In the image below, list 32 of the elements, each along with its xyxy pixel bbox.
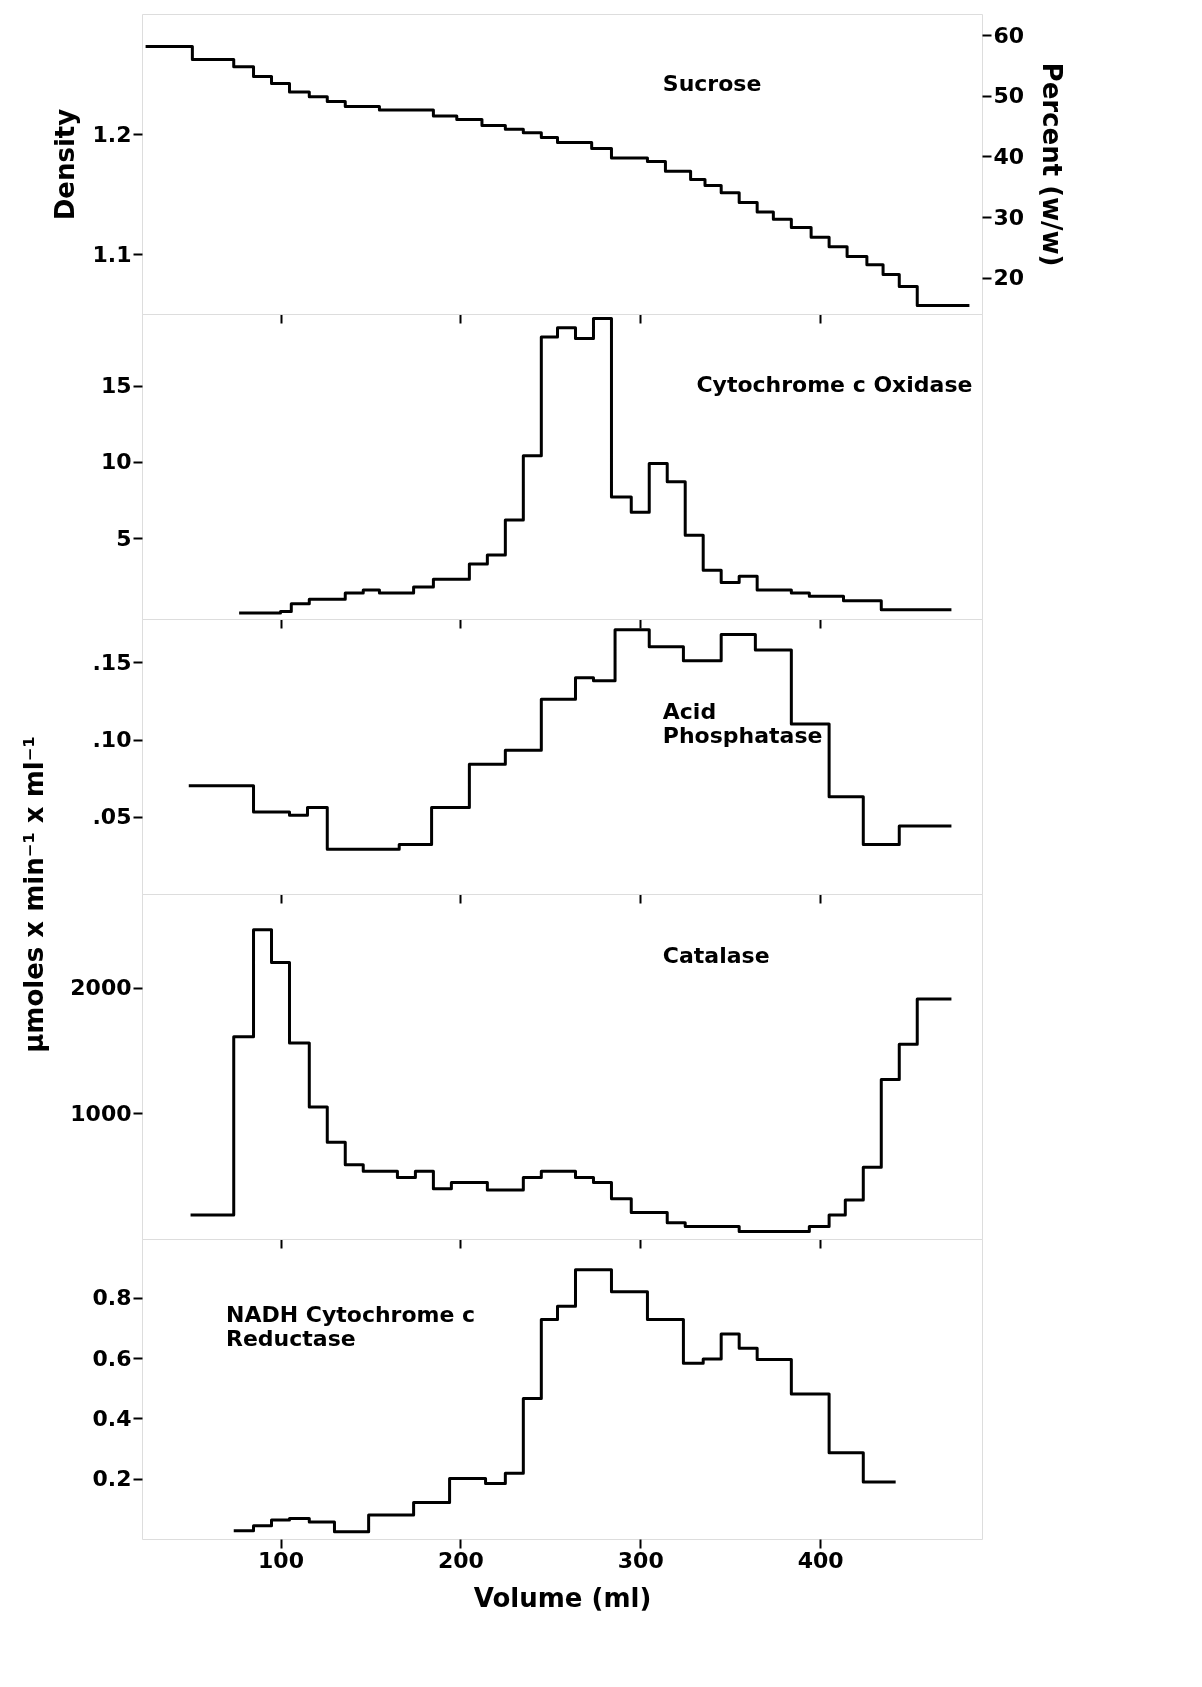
x-axis-title: Volume (ml) — [473, 1582, 652, 1613]
text: Sucrose — [662, 71, 762, 96]
y2-tick-label: 30 — [993, 204, 1025, 230]
y2-tick-label: 20 — [993, 265, 1025, 291]
y-tick-label: .15 — [92, 649, 132, 675]
y-tick-label: 15 — [100, 373, 132, 399]
x-tick-label: 100 — [258, 1547, 304, 1573]
y2-tick-label: 40 — [993, 143, 1025, 169]
y-tick-label: 0.4 — [92, 1405, 132, 1431]
y-axis-title: μmoles x min⁻¹ x ml⁻¹ — [18, 736, 49, 1053]
y2-axis-title: Percent (w/w) — [1037, 62, 1068, 267]
y-tick-label: 1.1 — [92, 241, 132, 267]
x-tick-label: 400 — [797, 1547, 844, 1573]
y-tick-label: 10 — [100, 449, 132, 475]
y-tick-label: .05 — [92, 804, 132, 830]
x-tick-label: 200 — [437, 1547, 484, 1573]
y-tick-label: 2000 — [70, 975, 132, 1001]
text: NADH Cytochrome c Reductase — [226, 1302, 476, 1351]
y-tick-label: 0.6 — [92, 1345, 132, 1371]
y-tick-label: 0.8 — [92, 1285, 132, 1311]
y-tick-label: 1.2 — [92, 121, 132, 147]
y2-tick-label: 50 — [993, 83, 1025, 109]
text: Cytochrome c Oxidase — [696, 372, 973, 397]
y2-tick-label: 60 — [993, 22, 1025, 48]
y-tick-label: .10 — [92, 727, 132, 753]
text: Catalase — [662, 942, 770, 968]
x-tick-label: 300 — [617, 1547, 664, 1573]
y-tick-label: 0.2 — [92, 1466, 132, 1492]
y-axis-title: Density — [49, 108, 80, 221]
y-tick-label: 5 — [116, 525, 132, 551]
series-label: Acid Phosphatase — [662, 698, 823, 748]
y-tick-label: 1000 — [70, 1100, 132, 1126]
